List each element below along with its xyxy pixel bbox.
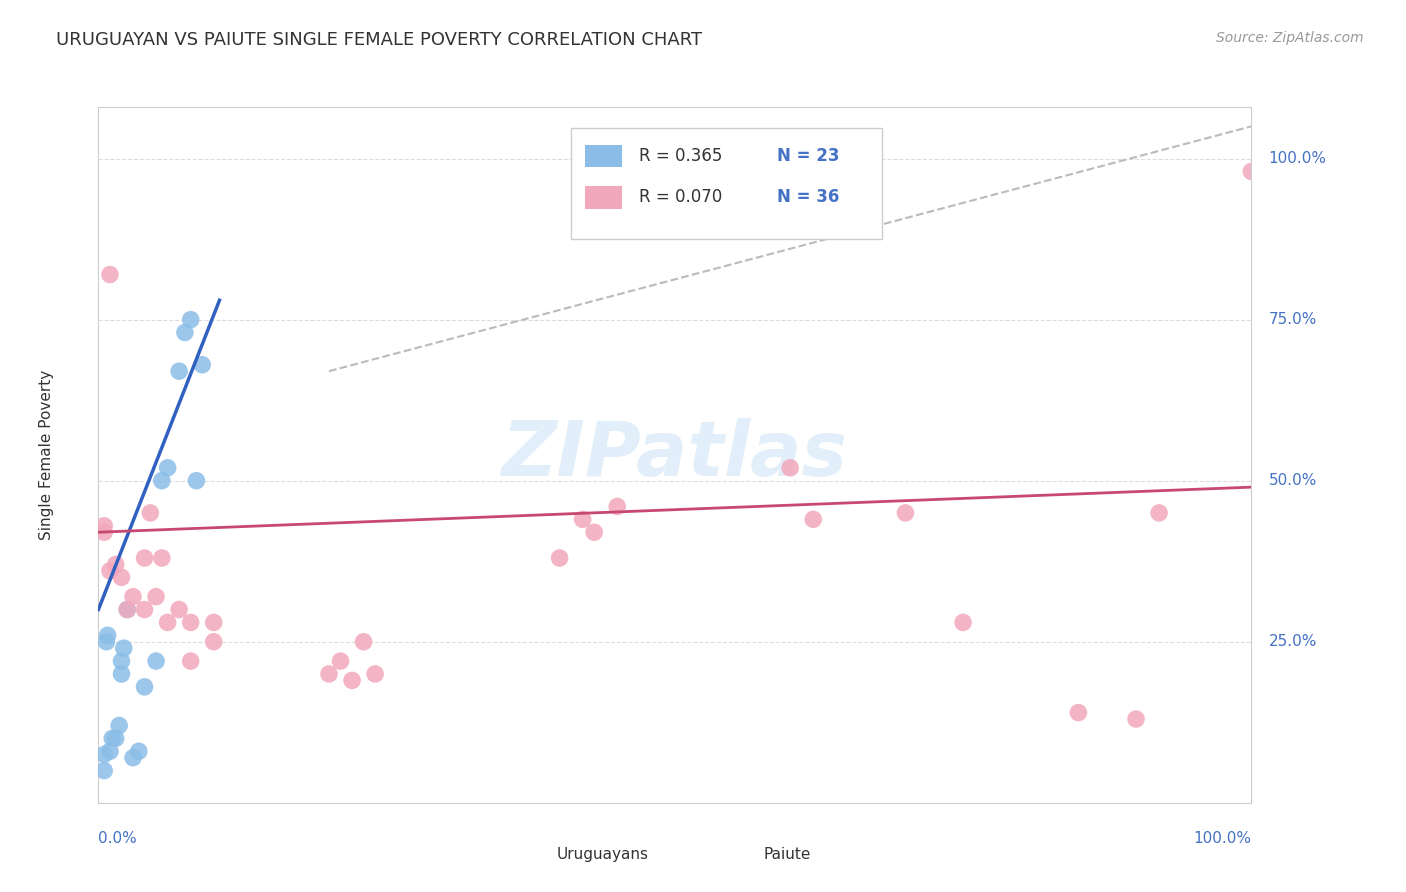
Point xyxy=(98,268,121,282)
Text: 100.0%: 100.0% xyxy=(1268,151,1327,166)
FancyBboxPatch shape xyxy=(585,186,621,209)
Point xyxy=(112,641,135,656)
Point xyxy=(104,558,127,572)
Point xyxy=(98,744,121,758)
Text: Source: ZipAtlas.com: Source: ZipAtlas.com xyxy=(1216,31,1364,45)
Point xyxy=(98,564,121,578)
FancyBboxPatch shape xyxy=(571,128,883,239)
Point xyxy=(97,628,120,642)
Text: ZIPatlas: ZIPatlas xyxy=(502,418,848,491)
Point xyxy=(108,718,131,732)
Point xyxy=(117,602,139,616)
Point xyxy=(122,750,145,764)
Point xyxy=(156,615,179,630)
Point xyxy=(167,602,190,616)
Point xyxy=(117,602,139,616)
Point xyxy=(364,667,387,681)
Point xyxy=(329,654,352,668)
Point xyxy=(134,602,156,616)
Point xyxy=(318,667,340,681)
Point xyxy=(110,570,132,584)
Point xyxy=(801,512,824,526)
FancyBboxPatch shape xyxy=(585,145,621,167)
Point xyxy=(1125,712,1147,726)
Point xyxy=(110,654,132,668)
Point xyxy=(202,634,225,648)
Text: 0.0%: 0.0% xyxy=(98,830,138,846)
Point xyxy=(122,590,145,604)
Text: 25.0%: 25.0% xyxy=(1268,634,1317,649)
Text: N = 23: N = 23 xyxy=(778,147,839,165)
Point xyxy=(167,364,190,378)
Point xyxy=(180,615,202,630)
Point xyxy=(93,525,115,540)
Point xyxy=(150,551,173,566)
Point xyxy=(134,551,156,566)
Point xyxy=(894,506,917,520)
Point xyxy=(134,680,156,694)
Point xyxy=(202,615,225,630)
Text: R = 0.365: R = 0.365 xyxy=(640,147,723,165)
FancyBboxPatch shape xyxy=(508,846,548,864)
Point xyxy=(186,474,208,488)
Point xyxy=(180,654,202,668)
Point xyxy=(156,460,179,475)
Point xyxy=(150,474,173,488)
Text: 50.0%: 50.0% xyxy=(1268,473,1317,488)
Point xyxy=(145,590,167,604)
Text: 75.0%: 75.0% xyxy=(1268,312,1317,327)
Text: Paiute: Paiute xyxy=(763,847,811,863)
Point xyxy=(93,764,115,778)
Point xyxy=(779,460,801,475)
Point xyxy=(353,634,375,648)
Point xyxy=(340,673,363,688)
Point xyxy=(583,525,606,540)
Text: Single Female Poverty: Single Female Poverty xyxy=(39,370,53,540)
Point xyxy=(145,654,167,668)
Point xyxy=(101,731,124,746)
Point xyxy=(104,731,127,746)
Point xyxy=(191,358,214,372)
Text: R = 0.070: R = 0.070 xyxy=(640,188,723,206)
Text: 100.0%: 100.0% xyxy=(1194,830,1251,846)
Text: N = 36: N = 36 xyxy=(778,188,839,206)
Text: Uruguayans: Uruguayans xyxy=(557,847,648,863)
Point xyxy=(96,634,118,648)
FancyBboxPatch shape xyxy=(716,846,755,864)
Point xyxy=(93,747,115,762)
Point xyxy=(571,512,593,526)
Point xyxy=(1067,706,1090,720)
Point xyxy=(1147,506,1170,520)
Point xyxy=(180,312,202,326)
Point xyxy=(952,615,974,630)
Point xyxy=(606,500,628,514)
Text: URUGUAYAN VS PAIUTE SINGLE FEMALE POVERTY CORRELATION CHART: URUGUAYAN VS PAIUTE SINGLE FEMALE POVERT… xyxy=(56,31,703,49)
Point xyxy=(128,744,150,758)
Point xyxy=(139,506,162,520)
Point xyxy=(93,518,115,533)
Point xyxy=(174,326,197,340)
Point xyxy=(548,551,571,566)
Point xyxy=(1240,164,1263,178)
Point xyxy=(110,667,132,681)
